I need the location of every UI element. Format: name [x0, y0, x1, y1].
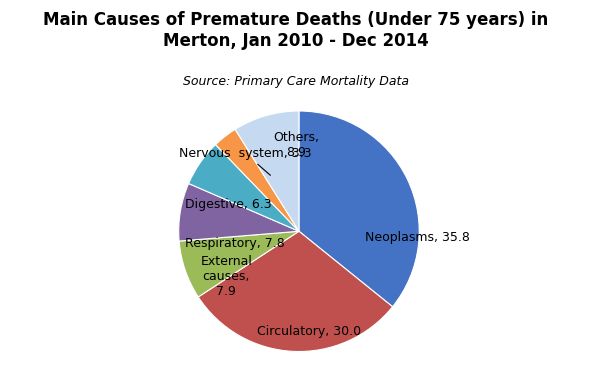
Text: Digestive, 6.3: Digestive, 6.3 — [185, 198, 271, 211]
Wedge shape — [235, 111, 299, 231]
Text: External
causes,
7.9: External causes, 7.9 — [200, 256, 252, 298]
Wedge shape — [215, 129, 299, 231]
Wedge shape — [299, 111, 419, 307]
Text: Neoplasms, 35.8: Neoplasms, 35.8 — [365, 231, 470, 244]
Wedge shape — [189, 145, 299, 231]
Text: Circulatory, 30.0: Circulatory, 30.0 — [256, 325, 361, 338]
Wedge shape — [198, 231, 392, 351]
Text: Source: Primary Care Mortality Data: Source: Primary Care Mortality Data — [183, 75, 409, 88]
Wedge shape — [179, 231, 299, 297]
Text: Main Causes of Premature Deaths (Under 75 years) in
Merton, Jan 2010 - Dec 2014: Main Causes of Premature Deaths (Under 7… — [43, 11, 549, 50]
Wedge shape — [179, 184, 299, 241]
Text: Respiratory, 7.8: Respiratory, 7.8 — [185, 237, 285, 250]
Text: Nervous  system, 3.3: Nervous system, 3.3 — [179, 147, 311, 175]
Text: Others,
8.9: Others, 8.9 — [274, 131, 320, 159]
